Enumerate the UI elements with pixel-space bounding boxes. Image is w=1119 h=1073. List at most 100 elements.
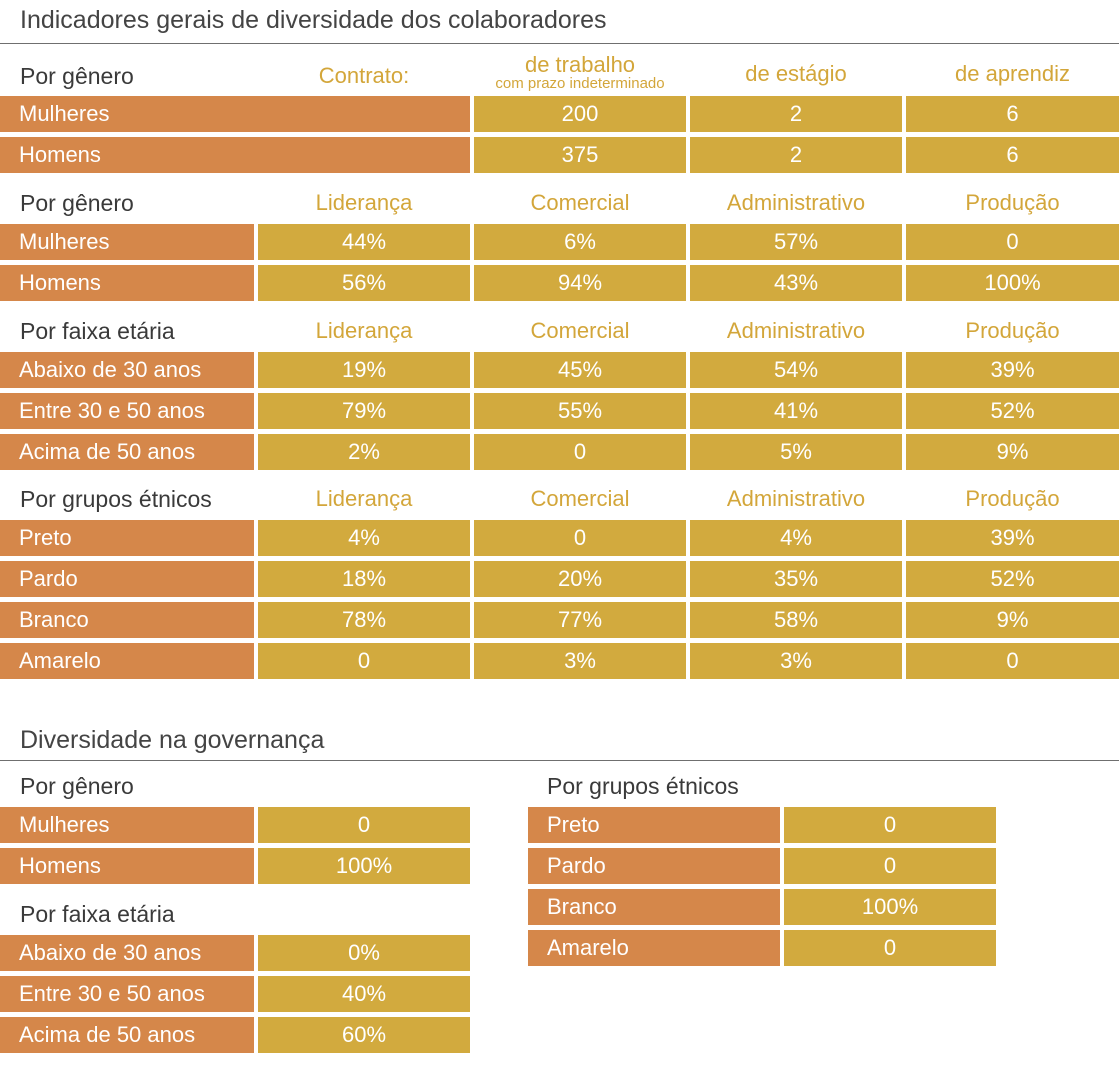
group-title-gender: Por gênero (20, 190, 134, 216)
group-title-age: Por faixa etária (20, 318, 175, 344)
cell-gender-mulheres-comercial: 6% (474, 224, 686, 260)
cell-age-30to50-lideranca: 79% (258, 393, 470, 429)
section-title-collaborators: Indicadores gerais de diversidade dos co… (20, 6, 607, 34)
gov-cell-amarelo: 0 (784, 930, 996, 966)
cell-age-30to50-comercial: 55% (474, 393, 686, 429)
col-head-lideranca: Liderança (315, 190, 413, 215)
row-label-gender-mulheres: Mulheres (0, 224, 254, 260)
row-label-ethnic-preto: Preto (0, 520, 254, 556)
cell-gender-homens-lideranca: 56% (258, 265, 470, 301)
cell-gender-mulheres-lideranca: 44% (258, 224, 470, 260)
cell-age-under30-producao: 39% (906, 352, 1119, 388)
col-head-trabalho: de trabalho com prazo indeterminado (474, 52, 686, 92)
col-head-trabalho-sub: com prazo indeterminado (495, 75, 665, 92)
cell-gender-homens-administrativo: 43% (690, 265, 902, 301)
gov-row-label-pardo: Pardo (528, 848, 780, 884)
cell-ethnic-amarelo-comercial: 3% (474, 643, 686, 679)
col-head-comercial: Comercial (530, 190, 630, 215)
group-title-ethnic: Por grupos étnicos (20, 486, 212, 512)
cell-ethnic-branco-comercial: 77% (474, 602, 686, 638)
row-label-ethnic-amarelo: Amarelo (0, 643, 254, 679)
gov-row-label-preto: Preto (528, 807, 780, 843)
gov-cell-preto: 0 (784, 807, 996, 843)
cell-age-over50-lideranca: 2% (258, 434, 470, 470)
cell-ethnic-pardo-administrativo: 35% (690, 561, 902, 597)
cell-gender-homens-producao: 100% (906, 265, 1119, 301)
gov-row-label-homens: Homens (0, 848, 254, 884)
col-head-administrativo: Administrativo (726, 318, 866, 343)
gov-group-title-gender: Por gênero (20, 773, 134, 799)
col-head-trabalho-main: de trabalho (524, 52, 636, 77)
gov-row-label-mulheres: Mulheres (0, 807, 254, 843)
gov-cell-30to50: 40% (258, 976, 470, 1012)
cell-age-30to50-producao: 52% (906, 393, 1119, 429)
gov-cell-homens: 100% (258, 848, 470, 884)
gov-group-title-age: Por faixa etária (20, 901, 175, 927)
gov-cell-mulheres: 0 (258, 807, 470, 843)
contract-label: Contrato: (318, 63, 410, 88)
cell-ethnic-amarelo-producao: 0 (906, 643, 1119, 679)
col-head-aprendiz: de aprendiz (955, 61, 1070, 86)
cell-ethnic-preto-producao: 39% (906, 520, 1119, 556)
gov-group-title-ethnic: Por grupos étnicos (547, 773, 739, 799)
cell-age-over50-administrativo: 5% (690, 434, 902, 470)
cell-ethnic-preto-administrativo: 4% (690, 520, 902, 556)
gov-row-label-amarelo: Amarelo (528, 930, 780, 966)
cell-ethnic-branco-lideranca: 78% (258, 602, 470, 638)
title-rule (0, 760, 1119, 761)
cell-contract-mulheres-aprendiz: 6 (906, 96, 1119, 132)
gov-cell-over50: 60% (258, 1017, 470, 1053)
cell-contract-mulheres-trabalho: 200 (474, 96, 686, 132)
cell-ethnic-pardo-lideranca: 18% (258, 561, 470, 597)
col-head-lideranca: Liderança (315, 486, 413, 511)
cell-gender-mulheres-producao: 0 (906, 224, 1119, 260)
cell-ethnic-pardo-producao: 52% (906, 561, 1119, 597)
col-head-estagio: de estágio (745, 61, 847, 86)
col-head-producao: Produção (965, 318, 1060, 343)
cell-ethnic-pardo-comercial: 20% (474, 561, 686, 597)
cell-ethnic-branco-administrativo: 58% (690, 602, 902, 638)
section-title-governance: Diversidade na governança (20, 726, 325, 754)
gov-row-label-branco: Branco (528, 889, 780, 925)
group-title-contract-gender: Por gênero (20, 63, 134, 89)
cell-gender-homens-comercial: 94% (474, 265, 686, 301)
cell-age-over50-comercial: 0 (474, 434, 686, 470)
row-label-contract-homens: Homens (0, 137, 470, 173)
cell-age-30to50-administrativo: 41% (690, 393, 902, 429)
col-head-producao: Produção (965, 486, 1060, 511)
gov-row-label-30to50: Entre 30 e 50 anos (0, 976, 254, 1012)
cell-ethnic-branco-producao: 9% (906, 602, 1119, 638)
gov-cell-pardo: 0 (784, 848, 996, 884)
col-head-administrativo: Administrativo (726, 190, 866, 215)
cell-ethnic-amarelo-lideranca: 0 (258, 643, 470, 679)
cell-ethnic-preto-lideranca: 4% (258, 520, 470, 556)
col-head-comercial: Comercial (530, 486, 630, 511)
row-label-age-30to50: Entre 30 e 50 anos (0, 393, 254, 429)
row-label-ethnic-pardo: Pardo (0, 561, 254, 597)
gov-row-label-over50: Acima de 50 anos (0, 1017, 254, 1053)
row-label-age-under30: Abaixo de 30 anos (0, 352, 254, 388)
col-head-administrativo: Administrativo (726, 486, 866, 511)
col-head-lideranca: Liderança (315, 318, 413, 343)
cell-ethnic-preto-comercial: 0 (474, 520, 686, 556)
gov-cell-under30: 0% (258, 935, 470, 971)
cell-contract-homens-estagio: 2 (690, 137, 902, 173)
row-label-gender-homens: Homens (0, 265, 254, 301)
row-label-contract-mulheres: Mulheres (0, 96, 470, 132)
cell-contract-mulheres-estagio: 2 (690, 96, 902, 132)
cell-age-under30-comercial: 45% (474, 352, 686, 388)
col-head-producao: Produção (965, 190, 1060, 215)
row-label-age-over50: Acima de 50 anos (0, 434, 254, 470)
cell-contract-homens-trabalho: 375 (474, 137, 686, 173)
cell-contract-homens-aprendiz: 6 (906, 137, 1119, 173)
col-head-comercial: Comercial (530, 318, 630, 343)
cell-ethnic-amarelo-administrativo: 3% (690, 643, 902, 679)
title-rule (0, 43, 1119, 44)
cell-gender-mulheres-administrativo: 57% (690, 224, 902, 260)
cell-age-under30-lideranca: 19% (258, 352, 470, 388)
cell-age-over50-producao: 9% (906, 434, 1119, 470)
cell-age-under30-administrativo: 54% (690, 352, 902, 388)
gov-cell-branco: 100% (784, 889, 996, 925)
row-label-ethnic-branco: Branco (0, 602, 254, 638)
gov-row-label-under30: Abaixo de 30 anos (0, 935, 254, 971)
